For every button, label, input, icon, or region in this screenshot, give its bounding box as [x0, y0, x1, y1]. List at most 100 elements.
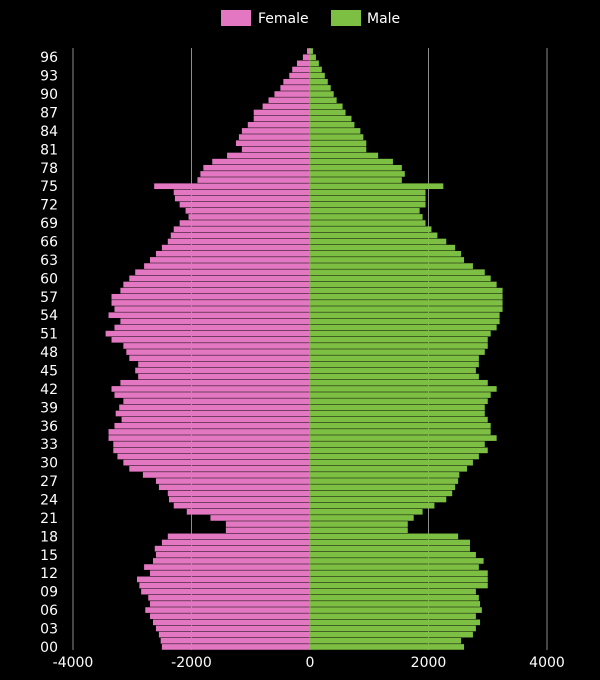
bar-male-age-55 [310, 306, 503, 312]
bar-female-age-74 [173, 189, 310, 196]
bar-male-age-09 [310, 588, 476, 595]
bar-female-age-84 [241, 128, 310, 134]
bar-female-age-26 [158, 484, 310, 491]
y-tick-label-12: 12 [40, 566, 58, 582]
y-tick-label-27: 27 [40, 474, 58, 490]
x-tick-label--4000: -4000 [53, 655, 94, 671]
bar-male-age-24 [310, 496, 447, 503]
bar-male-age-93 [310, 72, 325, 79]
bar-male-age-40 [310, 398, 488, 405]
bar-male-age-92 [310, 78, 328, 85]
bar-male-age-11 [310, 576, 488, 583]
bar-male-age-48 [310, 349, 485, 355]
bar-male-age-15 [310, 551, 476, 558]
y-tick-label-96: 96 [40, 50, 58, 66]
bar-male-age-85 [310, 121, 355, 128]
legend: Female Male [221, 10, 400, 27]
bar-female-age-10 [139, 582, 310, 589]
y-tick-label-51: 51 [40, 327, 58, 343]
bar-male-age-27 [310, 478, 459, 484]
bar-male-age-21 [310, 515, 414, 521]
bar-female-age-87 [253, 109, 310, 116]
bar-female-age-37 [121, 416, 311, 423]
bar-female-age-88 [262, 103, 310, 110]
bar-male-age-52 [310, 324, 497, 331]
bar-female-age-90 [274, 91, 310, 97]
bar-female-age-01 [160, 637, 310, 644]
bar-female-age-63 [150, 257, 310, 263]
bar-female-age-68 [173, 226, 310, 233]
bar-male-age-10 [310, 582, 488, 589]
bar-female-age-22 [186, 508, 310, 515]
bar-male-age-06 [310, 607, 482, 613]
bar-female-age-96 [302, 54, 310, 61]
y-tick-label-75: 75 [40, 179, 58, 195]
bar-female-age-60 [129, 275, 310, 282]
bar-female-age-29 [129, 465, 310, 472]
bar-female-age-62 [144, 263, 310, 269]
bar-female-age-42 [111, 386, 310, 392]
bar-female-age-46 [138, 361, 310, 368]
legend-label-female: Female [258, 11, 309, 27]
bar-female-age-94 [292, 66, 310, 73]
bar-male-age-30 [310, 459, 473, 466]
bar-male-age-31 [310, 453, 479, 460]
bar-female-age-05 [150, 613, 310, 620]
bar-male-age-45 [310, 367, 476, 374]
bar-female-age-02 [158, 631, 310, 638]
bar-female-age-39 [119, 404, 310, 411]
y-tick-label-00: 00 [40, 640, 58, 656]
bar-male-age-89 [310, 97, 337, 104]
bar-male-age-75 [310, 183, 444, 190]
bar-female-age-77 [200, 171, 310, 177]
y-tick-label-24: 24 [40, 493, 58, 509]
bar-male-age-69 [310, 220, 426, 226]
bar-male-age-29 [310, 465, 468, 472]
bar-male-age-51 [310, 330, 491, 337]
bar-female-age-86 [253, 115, 310, 122]
x-tick-label-0: 0 [306, 655, 315, 671]
bar-female-age-19 [225, 527, 310, 534]
bar-male-age-63 [310, 257, 465, 263]
bar-female-age-36 [114, 422, 310, 429]
bar-female-age-91 [280, 85, 310, 91]
bars [105, 48, 503, 650]
bar-male-age-20 [310, 521, 408, 527]
bar-male-age-39 [310, 404, 485, 411]
x-tick-label-4000: 4000 [529, 655, 565, 671]
bar-male-age-68 [310, 226, 432, 233]
bar-male-age-53 [310, 318, 500, 325]
y-tick-label-18: 18 [40, 529, 58, 545]
bar-male-age-44 [310, 373, 479, 380]
y-tick-label-36: 36 [40, 419, 58, 435]
bar-female-age-55 [114, 306, 310, 312]
bar-female-age-06 [145, 607, 310, 613]
y-tick-label-15: 15 [40, 548, 58, 564]
bar-female-age-08 [148, 594, 310, 601]
y-tick-label-84: 84 [40, 124, 58, 140]
y-tick-label-21: 21 [40, 511, 58, 527]
bar-male-age-54 [310, 312, 500, 319]
bar-male-age-74 [310, 189, 426, 196]
x-tick-label--2000: -2000 [171, 655, 212, 671]
bar-female-age-16 [154, 545, 310, 552]
bar-male-age-35 [310, 429, 491, 435]
y-axis-tick-labels: 00 03 06 09 12 15 18 21 24 27 30 33 36 39 42 45 48 51 54 57… [40, 50, 58, 656]
bar-male-age-18 [310, 533, 459, 540]
bar-male-age-81 [310, 146, 367, 153]
bar-female-age-23 [173, 502, 310, 509]
bar-female-age-48 [126, 349, 310, 355]
bar-male-age-05 [310, 613, 476, 620]
bar-male-age-46 [310, 361, 479, 368]
bar-female-age-18 [167, 533, 310, 540]
bar-female-age-07 [150, 601, 310, 607]
bar-female-age-75 [154, 183, 310, 190]
bar-male-age-71 [310, 207, 420, 214]
bar-female-age-34 [108, 435, 310, 441]
bar-male-age-66 [310, 238, 447, 245]
bar-female-age-76 [197, 177, 310, 183]
bar-female-age-54 [108, 312, 310, 319]
bar-male-age-95 [310, 60, 319, 67]
bar-male-age-02 [310, 631, 473, 638]
bar-female-age-95 [296, 60, 310, 67]
